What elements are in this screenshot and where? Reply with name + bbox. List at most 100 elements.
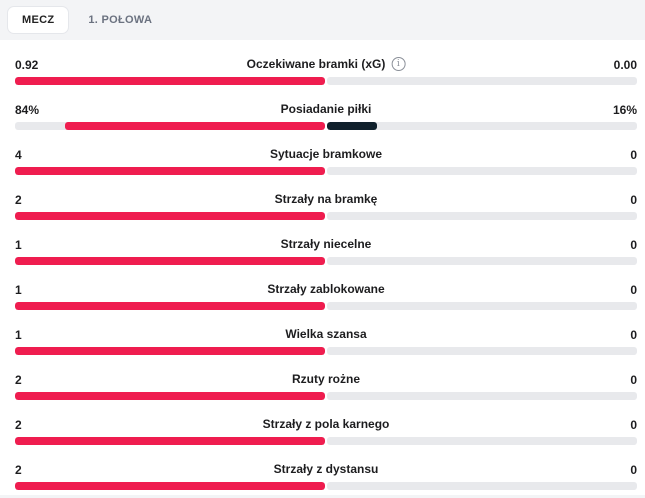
home-bar-track <box>15 122 325 130</box>
stat-name: Sytuacje bramkowe <box>269 147 383 161</box>
stat-bar <box>15 77 637 85</box>
home-bar-fill <box>15 77 325 85</box>
period-tabs: MECZ 1. POŁOWA <box>0 0 645 40</box>
home-bar-track <box>15 347 325 355</box>
home-value: 2 <box>15 373 22 387</box>
stat-values: 1 Strzały niecelne 0 <box>15 237 637 253</box>
stat-label: Oczekiwane bramki (xG) i <box>247 57 406 71</box>
stat-name: Posiadanie piłki <box>280 102 372 116</box>
home-bar-fill <box>15 167 325 175</box>
stat-name: Strzały z dystansu <box>273 462 379 476</box>
home-bar-track <box>15 302 325 310</box>
home-value: 2 <box>15 193 22 207</box>
home-value: 84% <box>15 103 40 117</box>
away-value: 0 <box>630 418 637 432</box>
away-value: 0 <box>630 148 637 162</box>
home-bar-fill <box>15 212 325 220</box>
away-bar-track <box>327 257 637 265</box>
home-bar-fill <box>15 347 325 355</box>
stat-name: Oczekiwane bramki (xG) <box>246 57 386 71</box>
home-bar-track <box>15 77 325 85</box>
stat-name: Strzały zablokowane <box>267 282 385 296</box>
tab-match[interactable]: MECZ <box>8 7 69 33</box>
stat-values: 2 Strzały na bramkę 0 <box>15 192 637 208</box>
home-bar-fill <box>64 122 325 130</box>
stat-values: 4 Sytuacje bramkowe 0 <box>15 147 637 163</box>
away-bar-track <box>327 392 637 400</box>
away-bar-track <box>327 482 637 490</box>
stat-values: 84% Posiadanie piłki 16% <box>15 102 637 118</box>
stat-bar <box>15 257 637 265</box>
stat-bar <box>15 167 637 175</box>
tab-first-half[interactable]: 1. POŁOWA <box>88 14 153 26</box>
stat-bar <box>15 212 637 220</box>
stat-label: Posiadanie piłki <box>281 102 372 116</box>
stat-values: 2 Strzały z pola karnego 0 <box>15 417 637 433</box>
home-bar-track <box>15 167 325 175</box>
home-value: 1 <box>15 238 22 252</box>
stat-row: 84% Posiadanie piłki 16% <box>15 102 637 138</box>
stat-name: Strzały niecelne <box>280 237 372 251</box>
away-bar-track <box>327 347 637 355</box>
stat-label: Rzuty rożne <box>292 372 360 386</box>
stat-bar <box>15 392 637 400</box>
home-bar-fill <box>15 257 325 265</box>
stat-values: 2 Strzały z dystansu 0 <box>15 462 637 478</box>
home-bar-track <box>15 482 325 490</box>
stat-values: 1 Strzały zablokowane 0 <box>15 282 637 298</box>
away-value: 0 <box>630 283 637 297</box>
away-bar-track <box>327 437 637 445</box>
stat-row: 4 Sytuacje bramkowe 0 <box>15 147 637 183</box>
away-bar-track <box>327 122 637 130</box>
away-value: 0 <box>630 463 637 477</box>
stat-bar <box>15 302 637 310</box>
stat-row: 2 Strzały z dystansu 0 <box>15 462 637 498</box>
stat-row: 2 Strzały z pola karnego 0 <box>15 417 637 453</box>
stat-name: Strzały z pola karnego <box>262 417 390 431</box>
away-bar-fill <box>327 122 377 130</box>
home-bar-fill <box>15 437 325 445</box>
stat-row: 1 Strzały niecelne 0 <box>15 237 637 273</box>
away-value: 0 <box>630 328 637 342</box>
home-value: 1 <box>15 328 22 342</box>
stat-bar <box>15 482 637 490</box>
away-value: 0 <box>630 193 637 207</box>
home-value: 4 <box>15 148 22 162</box>
stat-values: 0.92 Oczekiwane bramki (xG) i 0.00 <box>15 57 637 73</box>
stat-label: Strzały na bramkę <box>275 192 378 206</box>
home-bar-track <box>15 392 325 400</box>
away-bar-track <box>327 167 637 175</box>
stat-label: Strzały zablokowane <box>267 282 384 296</box>
stat-bar <box>15 347 637 355</box>
home-bar-fill <box>15 392 325 400</box>
away-value: 16% <box>612 103 637 117</box>
stat-row: 2 Strzały na bramkę 0 <box>15 192 637 228</box>
away-bar-track <box>327 302 637 310</box>
stat-label: Strzały z pola karnego <box>263 417 390 431</box>
home-bar-track <box>15 257 325 265</box>
info-icon[interactable]: i <box>391 57 406 71</box>
stat-values: 1 Wielka szansa 0 <box>15 327 637 343</box>
home-bar-fill <box>15 302 325 310</box>
stat-row: 1 Strzały zablokowane 0 <box>15 282 637 318</box>
stat-values: 2 Rzuty rożne 0 <box>15 372 637 388</box>
home-bar-fill <box>15 482 325 490</box>
stats-panel: 0.92 Oczekiwane bramki (xG) i 0.00 84% Posiad… <box>0 40 645 495</box>
stat-name: Rzuty rożne <box>291 372 361 386</box>
stat-row: 2 Rzuty rożne 0 <box>15 372 637 408</box>
home-value: 2 <box>15 418 22 432</box>
away-bar-track <box>327 77 637 85</box>
stat-label: Strzały niecelne <box>281 237 372 251</box>
away-value: 0 <box>630 373 637 387</box>
away-value: 0 <box>630 238 637 252</box>
stat-name: Wielka szansa <box>285 327 367 341</box>
stat-bar <box>15 437 637 445</box>
home-value: 1 <box>15 283 22 297</box>
home-bar-track <box>15 212 325 220</box>
away-value: 0.00 <box>613 58 637 72</box>
home-value: 2 <box>15 463 22 477</box>
stat-label: Sytuacje bramkowe <box>270 147 382 161</box>
stat-row: 0.92 Oczekiwane bramki (xG) i 0.00 <box>15 57 637 93</box>
stat-name: Strzały na bramkę <box>274 192 378 206</box>
stat-row: 1 Wielka szansa 0 <box>15 327 637 363</box>
